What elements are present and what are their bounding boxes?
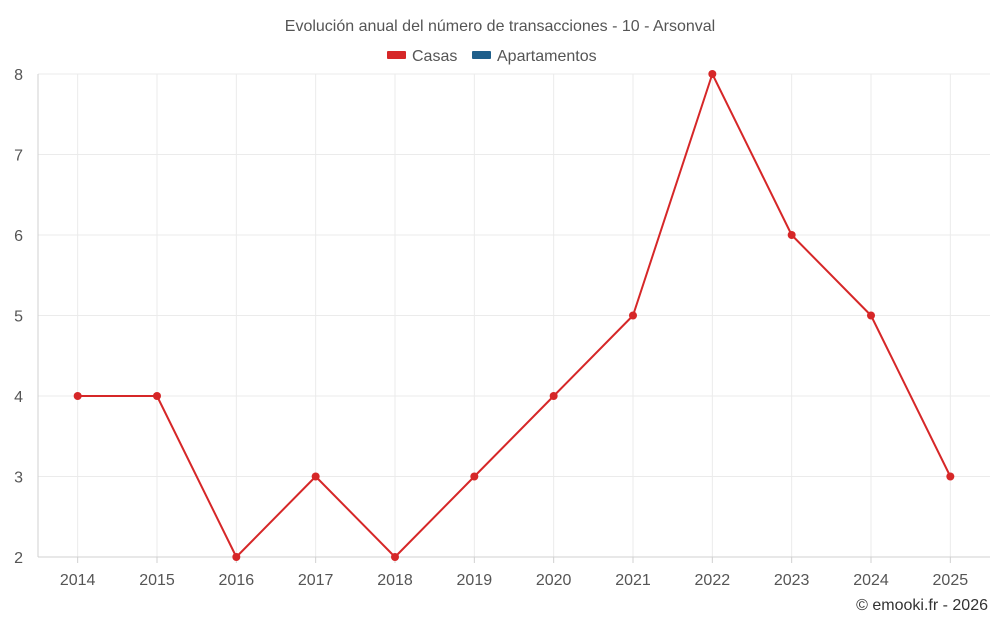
x-tick-label: 2016 [219, 572, 255, 589]
legend: Casas Apartamentos [387, 48, 597, 65]
data-point-casas[interactable] [391, 553, 399, 561]
legend-label-casas: Casas [412, 48, 457, 65]
data-point-casas[interactable] [311, 472, 320, 481]
x-tick-label: 2020 [536, 572, 572, 589]
axes [37, 74, 990, 563]
data-point-casas[interactable] [629, 311, 637, 320]
y-axis-ticks: 2 3 4 5 6 7 8 [14, 67, 23, 567]
x-tick-label: 2019 [457, 572, 493, 589]
x-tick-label: 2024 [853, 572, 889, 589]
legend-item-apartamentos[interactable]: Apartamentos [472, 48, 597, 65]
credit-text: © emooki.fr - 2026 [856, 597, 988, 614]
y-tick-label: 5 [14, 309, 23, 326]
data-point-casas[interactable] [153, 392, 161, 400]
x-tick-label: 2022 [695, 572, 731, 589]
data-point-casas[interactable] [787, 231, 796, 239]
data-point-casas[interactable] [946, 472, 955, 481]
legend-swatch-casas [387, 51, 406, 59]
series [73, 70, 955, 561]
y-tick-label: 7 [14, 148, 23, 165]
data-point-casas[interactable] [470, 472, 479, 481]
legend-label-apartamentos: Apartamentos [497, 48, 597, 65]
legend-swatch-apartamentos [472, 51, 491, 59]
legend-item-casas[interactable]: Casas [387, 48, 457, 65]
series-line-casas [77, 73, 952, 558]
x-axis-ticks: 2014 2015 2016 2017 2018 2019 2020 2021 2022 2023… [60, 572, 968, 589]
y-tick-label: 3 [14, 470, 23, 487]
y-tick-label: 4 [14, 389, 23, 406]
y-tick-label: 2 [14, 550, 23, 567]
y-tick-label: 8 [14, 67, 23, 84]
data-point-casas[interactable] [73, 392, 82, 400]
data-point-casas[interactable] [867, 311, 875, 320]
x-tick-label: 2023 [774, 572, 810, 589]
data-point-casas[interactable] [708, 70, 717, 78]
x-tick-label: 2017 [298, 572, 334, 589]
x-tick-label: 2021 [615, 572, 651, 589]
chart-title: Evolución anual del número de transaccio… [285, 18, 715, 35]
data-point-casas[interactable] [232, 553, 241, 561]
x-tick-label: 2014 [60, 572, 96, 589]
x-tick-label: 2025 [933, 572, 969, 589]
x-tick-label: 2018 [377, 572, 413, 589]
grid [38, 73, 990, 557]
y-tick-label: 6 [14, 228, 23, 245]
x-tick-label: 2015 [139, 572, 175, 589]
data-point-casas[interactable] [549, 392, 558, 400]
